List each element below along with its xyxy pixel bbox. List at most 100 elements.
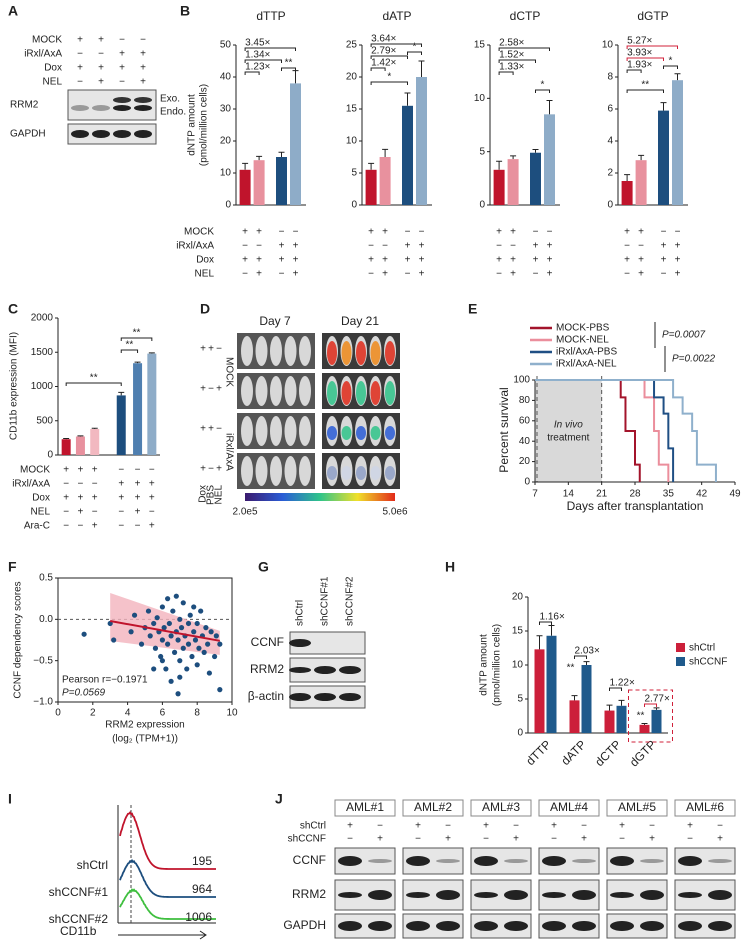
point [180,600,186,606]
x-tick-label: 4 [125,708,131,719]
point [206,670,212,676]
mouse [241,376,253,406]
y-tick-label: 2 [607,168,613,179]
sign: − [661,269,667,280]
y-tick-label: 6 [607,104,613,115]
point [128,629,134,635]
bar [493,169,505,205]
sign: + [149,493,155,504]
sign: + [98,77,104,88]
band [368,859,392,863]
point [131,612,138,618]
bracket [281,67,296,71]
y-tick-label: 10 [346,136,358,147]
sign: − [368,241,374,252]
bar [604,710,615,733]
band [708,890,732,900]
band [134,97,152,103]
shade-label: In vivo [554,420,583,431]
sign: − [581,821,587,832]
legend-label: shCCNF [689,657,727,668]
sign: + [624,255,630,266]
point [147,633,153,639]
sign: − [624,241,630,252]
y-tick-label: 10 [474,93,486,104]
bar [61,439,71,455]
bracket [244,59,282,63]
point [187,612,193,618]
x-tick-label: 35 [663,489,675,500]
bracket [120,337,153,341]
band [92,105,110,111]
point [185,620,192,627]
band [289,667,311,673]
condition-label: NEL [195,269,215,280]
mouse [255,376,268,406]
sign: − [279,269,285,280]
bracket [626,69,642,73]
band [436,921,460,931]
sign: + [513,834,519,845]
point [152,645,159,651]
lane-label: shCCNF#2 [345,576,356,626]
sign: + [98,63,104,74]
sign: − [382,241,388,252]
sample-label: AML#6 [686,800,724,814]
sign: + [140,49,146,60]
annotation: * [413,42,417,53]
annotation: 1.93× [627,60,652,71]
p-value: P=0.0007 [662,330,706,341]
point [177,674,183,680]
sign: + [533,241,539,252]
sign: + [293,241,299,252]
annotation: 5.27× [627,36,652,47]
point [189,653,195,660]
mouse [255,416,268,446]
sign: + [200,344,206,355]
signal [356,426,366,440]
error-bar [618,699,625,706]
sign: − [405,227,411,238]
band [708,921,732,931]
annotation: * [541,80,545,91]
bracket [663,65,678,69]
signal [385,466,395,480]
stat: Pearson r=−0.1971 [62,675,148,686]
error-bar [77,435,84,437]
color-bar [245,493,395,501]
sign: + [293,255,299,266]
y-tick-label: 10 [602,40,614,51]
bracket [370,81,408,85]
bracket [370,43,422,47]
y-axis-label: CD11b expression (MFI) [9,332,20,440]
sample-label: AML#2 [414,800,452,814]
sign: + [638,227,644,238]
point [159,658,165,664]
point [192,637,199,643]
bracket [244,47,296,51]
band-label: CCNF [251,635,284,649]
y-tick-label: 4 [607,136,613,147]
band [640,890,664,900]
y-tick-label: 15 [474,40,486,51]
y-tick-label: 20 [346,72,358,83]
annotation: 3.45× [245,38,270,49]
sign: + [483,821,489,832]
sign: + [661,241,667,252]
sign: + [405,241,411,252]
signal [341,381,352,405]
sample-box [470,799,532,817]
sign: + [279,255,285,266]
sign: − [78,521,84,532]
point [201,649,207,656]
band [134,105,152,111]
lane-label: shCtrl [295,600,306,626]
annotation: ** [90,373,98,384]
sign: + [149,521,155,532]
sign: − [208,464,214,475]
sign: − [510,241,516,252]
blot [67,123,157,145]
error-bar [63,438,70,440]
sign: − [242,269,248,280]
